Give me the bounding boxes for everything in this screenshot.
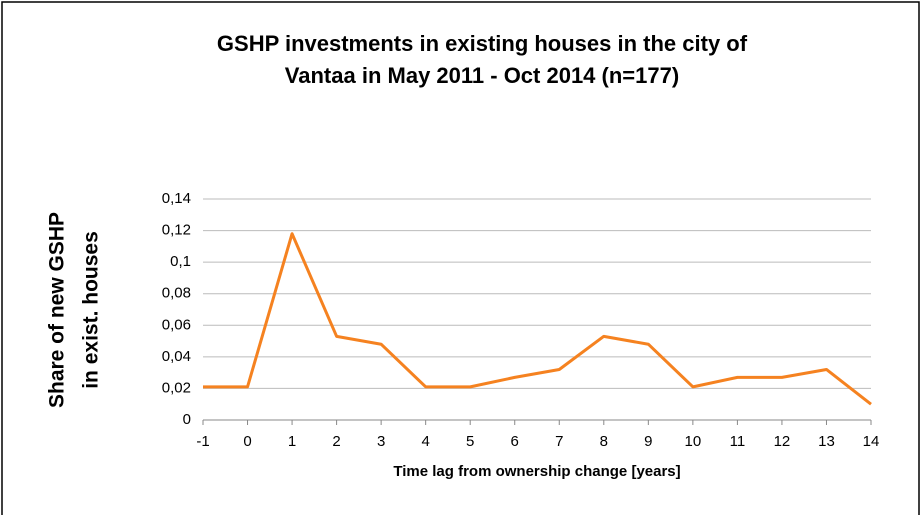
y-tick-label: 0	[183, 411, 191, 428]
x-tick-label: 8	[600, 433, 608, 450]
x-axis-title: Time lag from ownership change [years]	[393, 463, 680, 480]
x-tick-label: 2	[332, 433, 340, 450]
y-tick-label: 0,14	[162, 190, 191, 207]
chart-title: GSHP investments in existing houses in t…	[217, 31, 748, 56]
x-tick-label: 13	[818, 433, 835, 450]
x-tick-label: 1	[288, 433, 296, 450]
x-tick-label: 0	[243, 433, 251, 450]
x-tick-label: 12	[774, 433, 791, 450]
y-tick-label: 0,08	[162, 285, 191, 302]
x-tick-label: 9	[644, 433, 652, 450]
x-tick-label: 10	[685, 433, 702, 450]
x-tick-label: 11	[730, 433, 746, 450]
y-tick-label: 0,12	[162, 222, 191, 239]
y-tick-label: 0,04	[162, 348, 191, 365]
y-axis-title: Share of new GSHP	[46, 212, 69, 408]
x-tick-label: 7	[555, 433, 563, 450]
x-tick-label: -1	[196, 433, 209, 450]
chart-title: Vantaa in May 2011 - Oct 2014 (n=177)	[285, 63, 679, 88]
x-tick-label: 14	[863, 433, 880, 450]
y-tick-label: 0,02	[162, 379, 191, 396]
y-axis-title: in exist. houses	[80, 231, 103, 389]
line	[203, 232, 872, 406]
x-tick-label: 6	[511, 433, 519, 450]
x-tick-label: 3	[377, 433, 385, 450]
y-tick-label: 0,1	[170, 253, 191, 270]
x-tick-label: 4	[421, 433, 429, 450]
x-tick-label: 5	[466, 433, 474, 450]
y-tick-label: 0,06	[162, 316, 191, 333]
